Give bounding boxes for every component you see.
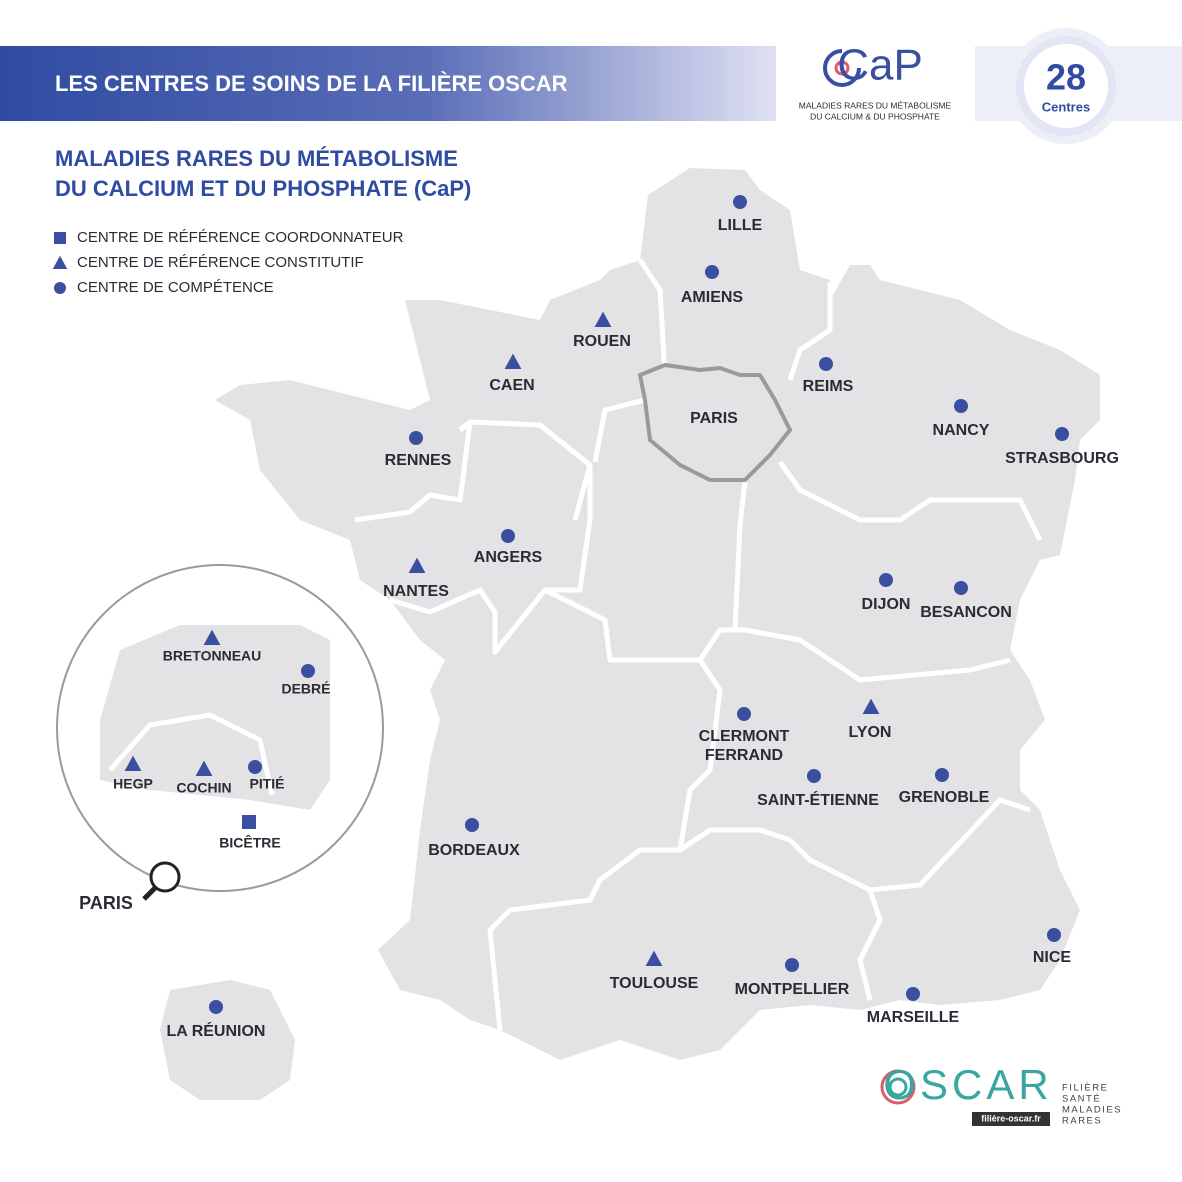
circle-marker	[879, 573, 893, 587]
triangle-marker	[195, 760, 213, 776]
square-marker	[54, 232, 66, 244]
circle-marker	[1055, 427, 1069, 441]
inset-center-label: BRETONNEAU	[163, 648, 262, 664]
triangle-marker	[504, 353, 522, 369]
circle-marker	[785, 958, 799, 972]
inset-center-label: PITIÉ	[249, 776, 284, 792]
center-label: MONTPELLIER	[735, 981, 850, 998]
center-label: NANTES	[383, 583, 449, 600]
logo-line: MALADIES RARES DU MÉTABOLISME	[799, 100, 952, 110]
france-map	[160, 168, 1100, 1100]
circle-marker	[705, 265, 719, 279]
circle-marker	[807, 769, 821, 783]
circle-marker	[954, 399, 968, 413]
circle-marker	[935, 768, 949, 782]
circle-marker	[906, 987, 920, 1001]
center-label: DIJON	[862, 596, 911, 613]
inset-center-label: COCHIN	[176, 780, 231, 796]
triangle-marker	[408, 557, 426, 573]
oscar-tagline: MALADIES	[1062, 1105, 1122, 1116]
oscar-logo: OSCAR filière-oscar.fr	[880, 1061, 1052, 1126]
circle-marker	[301, 664, 315, 678]
center-label: MARSEILLE	[867, 1009, 960, 1026]
circle-marker	[465, 818, 479, 832]
circle-marker	[954, 581, 968, 595]
circle-marker	[409, 431, 423, 445]
center-label: BESANCON	[920, 604, 1012, 621]
subtitle: MALADIES RARES DU MÉTABOLISME	[55, 146, 458, 171]
circle-marker	[54, 282, 66, 294]
circle-marker	[248, 760, 262, 774]
center-label: CLERMONT	[699, 728, 790, 745]
triangle-marker	[594, 311, 612, 327]
oscar-tagline: RARES	[1062, 1116, 1102, 1127]
inset-center-label: HEGP	[113, 776, 153, 792]
center-label: ROUEN	[573, 333, 631, 350]
subtitle: DU CALCIUM ET DU PHOSPHATE (CaP)	[55, 176, 471, 201]
logo-name: CaP	[837, 41, 923, 90]
center-label: CAEN	[489, 377, 534, 394]
region-label: PARIS	[690, 410, 738, 427]
triangle-marker	[124, 755, 142, 771]
legend-label: CENTRE DE RÉFÉRENCE COORDONNATEUR	[77, 229, 404, 246]
square-marker	[242, 815, 256, 829]
count-badge: 28 Centres	[975, 28, 1182, 144]
triangle-marker	[52, 255, 68, 269]
center-label: BORDEAUX	[428, 842, 520, 859]
circle-marker	[733, 195, 747, 209]
triangle-marker	[645, 950, 663, 966]
count: 28	[1046, 57, 1086, 98]
inset-center-label: BICÊTRE	[219, 834, 280, 851]
legend-label: CENTRE DE RÉFÉRENCE CONSTITUTIF	[77, 254, 364, 271]
header-banner	[0, 46, 776, 121]
center-label: LYON	[849, 724, 892, 741]
center-label: NANCY	[933, 422, 990, 439]
cap-logo: CaP MALADIES RARES DU MÉTABOLISME DU CAL…	[799, 41, 952, 122]
center-label: FERRAND	[705, 747, 783, 764]
center-label: LA RÉUNION	[167, 1021, 266, 1040]
circle-marker	[737, 707, 751, 721]
center-label: TOULOUSE	[610, 975, 699, 992]
inset-label: PARIS	[79, 893, 133, 913]
inset-center-label: DEBRÉ	[281, 681, 330, 697]
center-label: REIMS	[803, 378, 854, 395]
oscar-url: filière-oscar.fr	[981, 1113, 1041, 1123]
center-label: AMIENS	[681, 289, 744, 306]
circle-marker	[209, 1000, 223, 1014]
oscar-tagline: SANTÉ	[1062, 1094, 1101, 1105]
triangle-marker	[203, 629, 221, 645]
center-label: ANGERS	[474, 549, 543, 566]
paris-inset	[56, 564, 384, 901]
count-label: Centres	[1042, 99, 1090, 114]
legend-label: CENTRE DE COMPÉTENCE	[77, 279, 274, 296]
circle-marker	[1047, 928, 1061, 942]
triangle-marker	[862, 698, 880, 714]
header-title: LES CENTRES DE SOINS DE LA FILIÈRE OSCAR	[55, 71, 568, 96]
oscar-tagline: FILIÈRE	[1062, 1083, 1108, 1094]
circle-marker	[501, 529, 515, 543]
center-label: NICE	[1033, 949, 1072, 966]
center-label: STRASBOURG	[1005, 450, 1119, 467]
oscar-name: OSCAR	[883, 1061, 1052, 1108]
center-label: RENNES	[385, 452, 452, 469]
center-label: LILLE	[718, 217, 763, 234]
logo-line: DU CALCIUM & DU PHOSPHATE	[810, 111, 940, 121]
center-label: GRENOBLE	[899, 789, 990, 806]
circle-marker	[819, 357, 833, 371]
center-label: SAINT-ÉTIENNE	[757, 790, 879, 809]
